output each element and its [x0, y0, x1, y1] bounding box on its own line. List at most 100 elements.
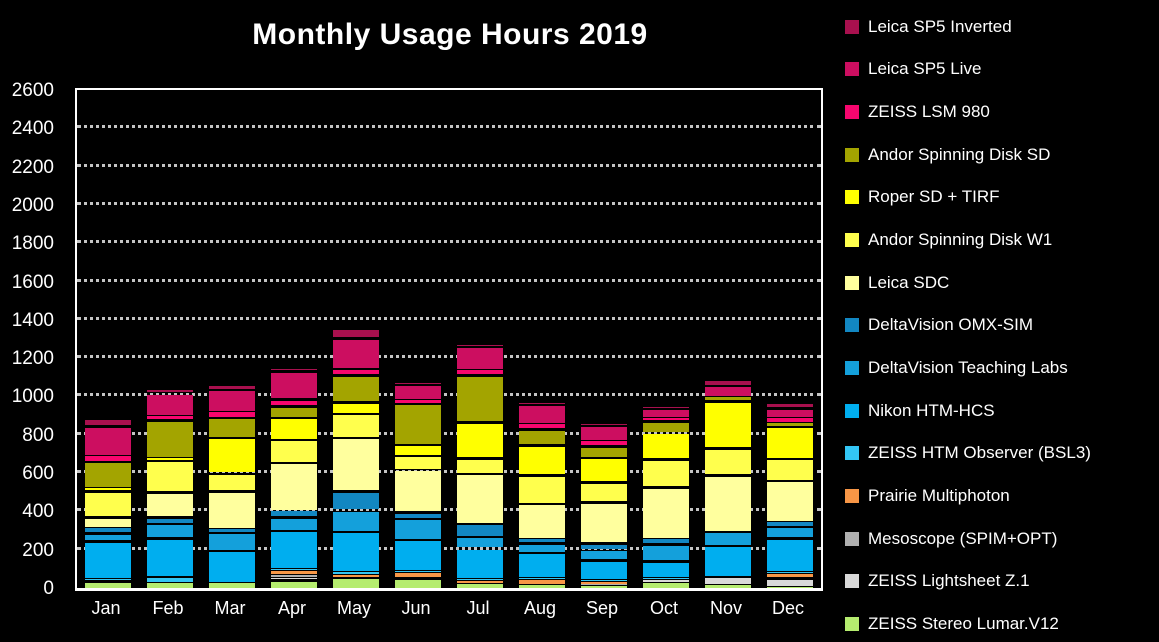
bar-segment [581, 441, 627, 446]
bar-segment [519, 585, 565, 588]
bar-segment [767, 409, 813, 417]
bar-segment [767, 417, 813, 423]
legend-swatch [845, 403, 859, 418]
gridline-400 [77, 508, 821, 512]
bar-segment [457, 525, 503, 536]
bar-segment [271, 372, 317, 399]
bar-segment [643, 417, 689, 421]
bar-segment [767, 571, 813, 574]
gridline-600 [77, 470, 821, 474]
bar-segment [395, 570, 441, 572]
bar-segment [395, 405, 441, 444]
gridline-1000 [77, 393, 821, 397]
bar-segment [767, 482, 813, 521]
bar-segment [395, 471, 441, 512]
y-tick-label: 400 [22, 501, 54, 523]
legend-item: ZEISS HTM Observer (BSL3) [845, 439, 1157, 468]
bar-segment [457, 423, 503, 458]
bar-segment [333, 403, 379, 413]
x-tick-label: Sep [585, 598, 619, 618]
bar-segment [271, 511, 317, 517]
bar-segment [147, 457, 193, 460]
x-tick-label: Apr [277, 598, 306, 618]
bar-segment [643, 583, 689, 588]
bar-segment [209, 419, 255, 437]
y-tick-label: 1000 [11, 386, 54, 408]
bar-segment [643, 410, 689, 417]
bar-segment [767, 579, 813, 586]
bar-segment [333, 339, 379, 368]
legend-label: Leica SP5 Inverted [868, 16, 1012, 36]
bar-segment [643, 580, 689, 583]
legend-swatch [845, 617, 859, 632]
bar-segment [147, 394, 193, 415]
legend-item: DeltaVision OMX-SIM [845, 311, 1157, 340]
bar-segment [767, 460, 813, 480]
bar-segment [457, 538, 503, 548]
bar-segment [271, 419, 317, 439]
bar-segment [643, 488, 689, 539]
y-tick-label: 800 [22, 424, 54, 446]
bar-segment [457, 376, 503, 422]
bar-segment [147, 578, 193, 583]
bar-segment [333, 511, 379, 531]
gridline-1400 [77, 316, 821, 320]
bar-segment [519, 539, 565, 543]
bar-segment [147, 583, 193, 588]
legend-label: Andor Spinning Disk SD [868, 144, 1051, 164]
bar-segment [85, 542, 131, 579]
legend-item: Nikon HTM-HCS [845, 396, 1157, 425]
bar-segment [767, 404, 813, 407]
bar-segment [209, 439, 255, 473]
bar-segment [85, 420, 131, 426]
bar-segment [519, 430, 565, 445]
bar-segment [85, 527, 131, 533]
bar-segment [333, 370, 379, 375]
bar-segment [209, 583, 255, 588]
x-tick-label: Dec [771, 598, 804, 618]
y-tick-label: 200 [22, 539, 54, 561]
bar-segment [767, 528, 813, 538]
bar-segment [333, 492, 379, 510]
bar-segment [395, 572, 441, 578]
bar-segment [85, 455, 131, 461]
gridline-1600 [77, 278, 821, 282]
gridline-1200 [77, 355, 821, 359]
legend-item: DeltaVision Teaching Labs [845, 354, 1157, 383]
x-tick-label: Jan [91, 598, 121, 618]
y-tick-label: 2000 [11, 194, 54, 216]
bar-segment [147, 539, 193, 576]
bar-segment [271, 441, 317, 462]
bar-segment [147, 525, 193, 538]
bar-segment [147, 415, 193, 420]
legend-label: Nikon HTM-HCS [868, 400, 995, 420]
bar-segment [85, 492, 131, 517]
bar-segment [705, 397, 751, 401]
bar-segment [643, 434, 689, 459]
bar-segment [271, 464, 317, 511]
bar-segment [767, 428, 813, 458]
bar-segment [85, 582, 131, 588]
bar-segment [767, 586, 813, 588]
bar-segment [147, 493, 193, 517]
legend-item: ZEISS Stereo Lumar.V12 [845, 610, 1157, 639]
bar-segment [147, 462, 193, 492]
legend-item: Roper SD + TIRF [845, 183, 1157, 212]
x-tick-label: Aug [523, 598, 557, 618]
bar-segment [457, 581, 503, 584]
bar-segment [457, 344, 503, 346]
bar-segment [271, 574, 317, 577]
bar-segment [519, 544, 565, 552]
bar-segment [705, 585, 751, 588]
legend-label: Leica SP5 Live [868, 59, 982, 79]
bar-segment [271, 577, 317, 580]
bar-segment [271, 368, 317, 371]
bar-segment [581, 579, 627, 581]
x-tick-label: Mar [214, 598, 246, 618]
bar-segment [85, 579, 131, 581]
bar-segment [581, 544, 627, 549]
legend-item: Leica SP5 Inverted [845, 12, 1157, 41]
x-tick-label: Oct [649, 598, 678, 618]
bar-segment [581, 459, 627, 482]
bar-segment [705, 476, 751, 531]
